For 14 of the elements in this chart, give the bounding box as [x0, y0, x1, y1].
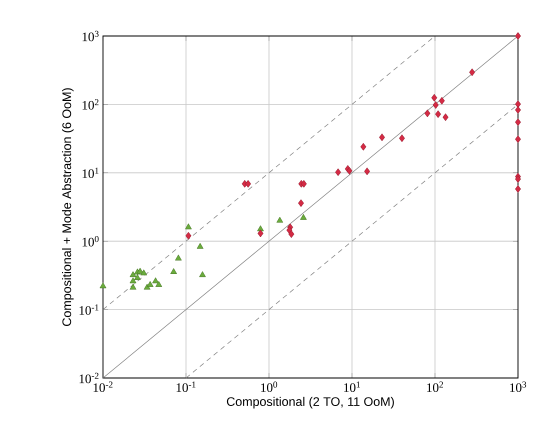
y-tick-label: 10$^{-2}$ [80, 372, 98, 384]
y-axis-title: Compositional + Mode Abstraction (6 OoM) [62, 88, 74, 326]
x-tick-label: 10$^{1}$ [344, 382, 360, 392]
x-tick-label: 10$^{3}$ [510, 382, 526, 392]
x-tick-label: 10$^{-2}$ [94, 382, 112, 392]
x-axis-title: Compositional (2 TO, 11 OoM) [226, 396, 394, 408]
y-tick-label: 10$^{3}$ [82, 30, 99, 42]
y-tick-label: 10$^{1}$ [82, 168, 98, 178]
y-tick-label: 10$^{-1}$ [80, 304, 98, 315]
y-tick-label: 10$^{2}$ [82, 99, 98, 110]
y-tick-label: 10$^{0}$ [82, 236, 99, 246]
x-tick-label: 10$^{2}$ [427, 382, 443, 392]
x-tick-label: 10$^{0}$ [261, 382, 278, 392]
x-tick-label: 10$^{-1}$ [176, 382, 196, 392]
